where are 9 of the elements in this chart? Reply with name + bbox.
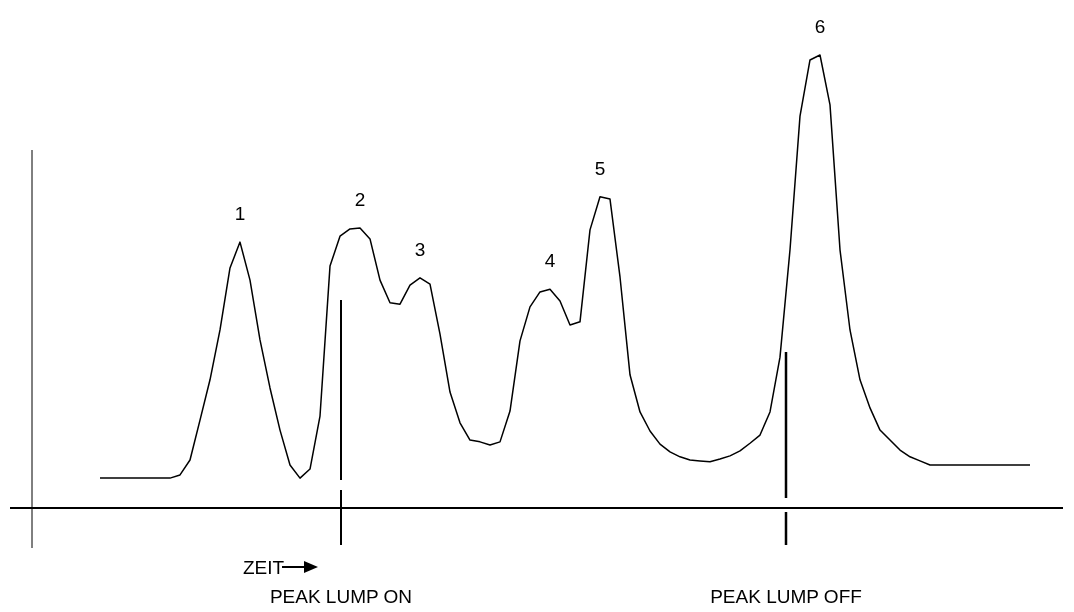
annotation: 4 [544,250,556,272]
text: 6 [814,16,826,37]
annotation: 3 [414,238,426,260]
annotation: 1 [234,203,246,225]
text: PEAK LUMP ON [269,586,413,607]
annotation: 2 [354,189,366,211]
text: PEAK LUMP OFF [710,586,862,607]
x-axis-title: ZEIT [243,557,285,578]
annotation: 5 [594,157,606,179]
